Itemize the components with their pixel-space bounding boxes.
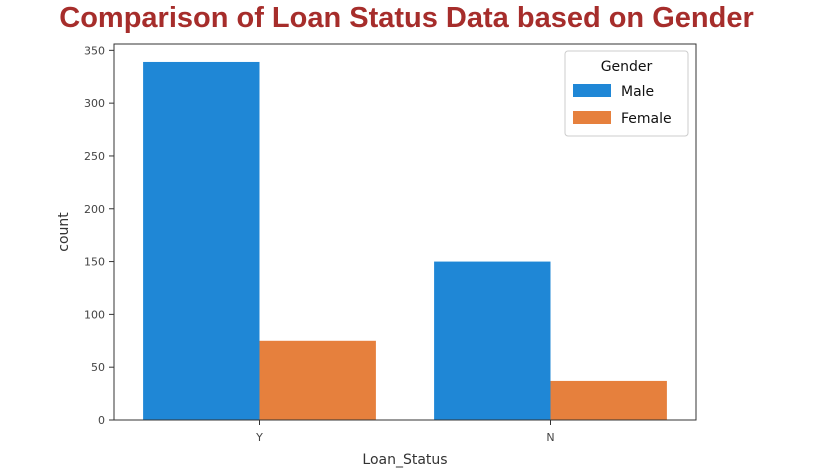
y-tick-label: 350 xyxy=(84,44,105,57)
plot-frame xyxy=(113,43,697,421)
legend-label-female: Female xyxy=(621,111,672,127)
bar-male-y xyxy=(143,61,260,421)
x-axis-label: Loan_Status xyxy=(362,452,447,468)
x-tick-label: N xyxy=(546,431,554,444)
y-tick-label: 50 xyxy=(91,361,105,374)
legend-swatch-female xyxy=(573,111,611,124)
bar-female-n xyxy=(550,380,667,420)
bar-male-n xyxy=(434,261,551,420)
y-tick-label: 250 xyxy=(84,150,105,163)
y-axis-label: count xyxy=(56,212,72,252)
y-axis-ticks: 0 50 100 150 200 250 300 350 xyxy=(84,44,114,427)
y-tick-label: 150 xyxy=(84,256,105,269)
y-tick-label: 200 xyxy=(84,203,105,216)
legend-label-male: Male xyxy=(621,84,654,100)
y-tick-label: 0 xyxy=(98,414,105,427)
legend: Gender Male Female xyxy=(564,50,689,137)
bar-female-y xyxy=(259,340,376,420)
x-tick-label: Y xyxy=(255,431,263,444)
chart-title: Comparison of Loan Status Data based on … xyxy=(59,2,754,34)
y-tick-label: 100 xyxy=(84,308,105,321)
bars-group xyxy=(143,61,667,421)
legend-swatch-male xyxy=(573,84,611,97)
legend-title: Gender xyxy=(601,59,653,75)
y-tick-label: 300 xyxy=(84,97,105,110)
